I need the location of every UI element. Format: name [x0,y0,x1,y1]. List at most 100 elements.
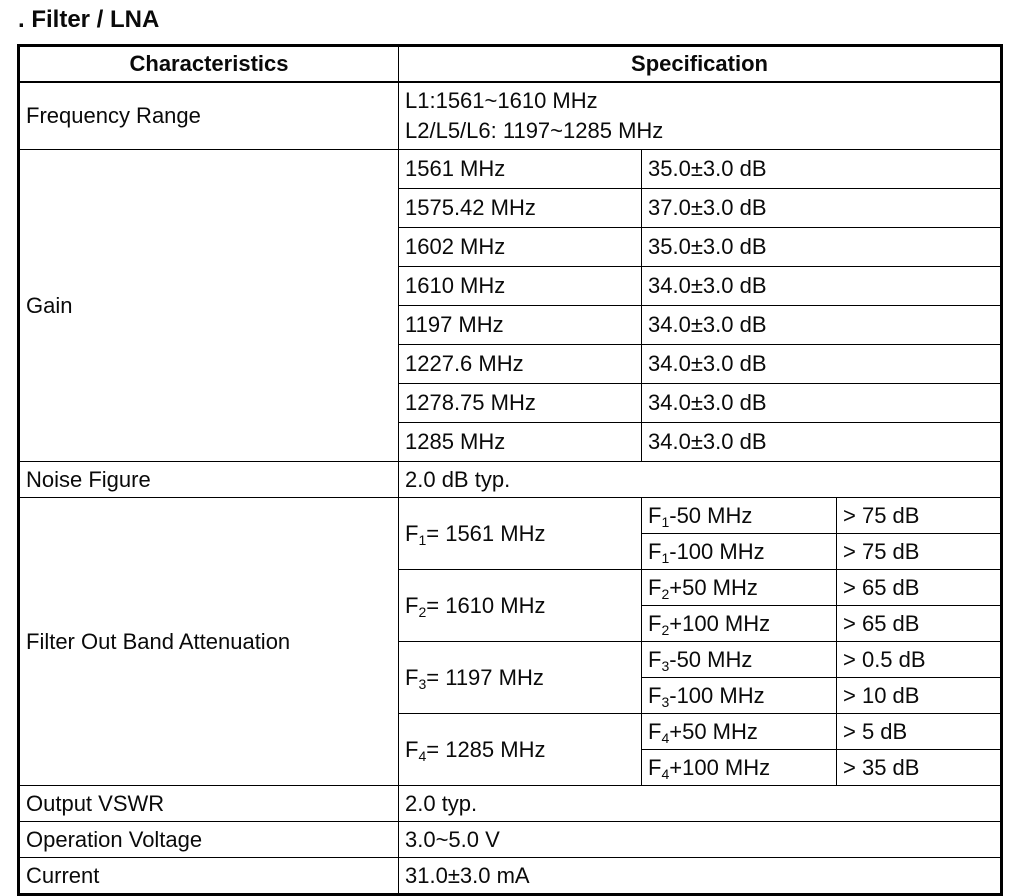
f2-sub: 2 [418,603,427,620]
current-label: Current [18,857,399,895]
gain-freq-7: 1278.75 MHz [398,383,642,423]
section-title: . Filter / LNA [18,6,160,33]
f1o2-base: F [648,538,662,564]
row-filter-g4-a: F4= 1285 MHz F4+50 MHz > 5 dB [19,713,1003,786]
row-filter-g1-b: F1-100 MHz > 75 dB [19,533,1003,570]
row-frequency-range: Frequency Range L1:1561~1610 MHz L2/L5/L… [18,81,1003,150]
operation-voltage-value: 3.0~5.0 V [397,821,1003,858]
f2o1-rest: +50 MHz [669,574,758,600]
f4o1-rest: +50 MHz [669,718,758,744]
document-page: . Filter / LNA Characteristics Specifica… [17,6,1004,896]
row-filter-g3-b: F3-100 MHz > 10 dB [19,677,1003,714]
f3o1-sub: 3 [661,657,670,674]
gain-freq-2: 1575.42 MHz [398,188,642,228]
f1-rest: = 1561 MHz [426,520,546,546]
gain-freq-3: 1602 MHz [398,227,642,267]
filter-f4-label: F4= 1285 MHz [398,713,642,786]
row-gain-8: 1285 MHz 34.0±3.0 dB [19,422,1003,462]
f3-base: F [405,664,419,690]
header-characteristics: Characteristics [18,45,399,83]
f3o1-base: F [648,646,662,672]
filter-f3-label: F3= 1197 MHz [398,641,642,714]
f2-rest: = 1610 MHz [426,592,546,618]
filter-f3-offset-1: F3-50 MHz [641,641,837,678]
f1-base: F [405,520,419,546]
row-gain-1: Gain 1561 MHz 35.0±3.0 dB [18,149,1003,462]
gain-value-8: 34.0±3.0 dB [640,422,1003,462]
filter-f1-label: F1= 1561 MHz [398,497,642,570]
gain-value-6: 34.0±3.0 dB [640,344,1003,384]
gain-freq-6: 1227.6 MHz [398,344,642,384]
f4-sub: 4 [418,747,427,764]
f2o1-base: F [648,574,662,600]
frequency-range-line1: L1:1561~1610 MHz [405,88,598,113]
gain-value-7: 34.0±3.0 dB [640,383,1003,423]
f4o1-base: F [648,718,662,744]
frequency-range-value: L1:1561~1610 MHz L2/L5/L6: 1197~1285 MHz [397,81,1003,150]
row-filter-g2-b: F2+100 MHz > 65 dB [19,605,1003,642]
f3o2-base: F [648,682,662,708]
frequency-range-label: Frequency Range [18,81,399,150]
table-header-row: Characteristics Specification [18,45,1003,83]
f3o2-rest: -100 MHz [669,682,765,708]
row-output-vswr: Output VSWR 2.0 typ. [18,785,1003,822]
f2o2-sub: 2 [661,621,670,638]
f3-rest: = 1197 MHz [426,664,544,690]
f4o2-base: F [648,754,662,780]
row-gain-2: 1575.42 MHz 37.0±3.0 dB [19,188,1003,228]
filter-f4-offset-1: F4+50 MHz [641,713,837,750]
f1o2-sub: 1 [661,549,670,566]
f1o1-base: F [648,502,662,528]
filter-f1-value-1: > 75 dB [835,497,1003,534]
gain-value-2: 37.0±3.0 dB [640,188,1003,228]
output-vswr-value: 2.0 typ. [397,785,1003,822]
f4-base: F [405,736,419,762]
operation-voltage-label: Operation Voltage [18,821,399,858]
gain-value-4: 34.0±3.0 dB [640,266,1003,306]
filter-f2-offset-2: F2+100 MHz [641,605,837,642]
filter-f4-offset-2: F4+100 MHz [641,749,837,786]
filter-f1-offset-2: F1-100 MHz [641,533,837,570]
f2o2-base: F [648,610,662,636]
filter-f2-label: F2= 1610 MHz [398,569,642,642]
filter-attenuation-label: Filter Out Band Attenuation [18,497,399,786]
row-noise-figure: Noise Figure 2.0 dB typ. [18,461,1003,498]
filter-f2-value-1: > 65 dB [835,569,1003,606]
gain-label: Gain [18,149,399,462]
gain-freq-5: 1197 MHz [398,305,642,345]
filter-f3-value-1: > 0.5 dB [835,641,1003,678]
f4o2-rest: +100 MHz [669,754,771,780]
f1o1-rest: -50 MHz [669,502,753,528]
f3-sub: 3 [418,675,427,692]
f1o1-sub: 1 [661,513,670,530]
filter-f4-value-1: > 5 dB [835,713,1003,750]
gain-freq-8: 1285 MHz [398,422,642,462]
filter-f3-value-2: > 10 dB [835,677,1003,714]
row-filter-g4-b: F4+100 MHz > 35 dB [19,749,1003,786]
row-filter-g2-a: F2= 1610 MHz F2+50 MHz > 65 dB [19,569,1003,642]
gain-value-1: 35.0±3.0 dB [640,149,1003,189]
gain-value-3: 35.0±3.0 dB [640,227,1003,267]
row-filter-g1-a: Filter Out Band Attenuation F1= 1561 MHz… [18,497,1003,786]
filter-f4-value-2: > 35 dB [835,749,1003,786]
filter-f2-value-2: > 65 dB [835,605,1003,642]
row-filter-g3-a: F3= 1197 MHz F3-50 MHz > 0.5 dB [19,641,1003,714]
output-vswr-label: Output VSWR [18,785,399,822]
filter-f1-offset-1: F1-50 MHz [641,497,837,534]
filter-lna-spec-table: Characteristics Specification Frequency … [17,44,1004,896]
gain-freq-4: 1610 MHz [398,266,642,306]
row-gain-7: 1278.75 MHz 34.0±3.0 dB [19,383,1003,423]
filter-f1-value-2: > 75 dB [835,533,1003,570]
current-value: 31.0±3.0 mA [397,857,1003,895]
gain-value-5: 34.0±3.0 dB [640,305,1003,345]
f4o1-sub: 4 [661,729,670,746]
header-specification: Specification [397,45,1003,83]
row-current: Current 31.0±3.0 mA [18,857,1003,895]
frequency-range-line2: L2/L5/L6: 1197~1285 MHz [405,118,664,143]
filter-f3-offset-2: F3-100 MHz [641,677,837,714]
f3o1-rest: -50 MHz [669,646,753,672]
filter-f2-offset-1: F2+50 MHz [641,569,837,606]
f1-sub: 1 [418,531,427,548]
noise-figure-value: 2.0 dB typ. [397,461,1003,498]
row-gain-6: 1227.6 MHz 34.0±3.0 dB [19,344,1003,384]
